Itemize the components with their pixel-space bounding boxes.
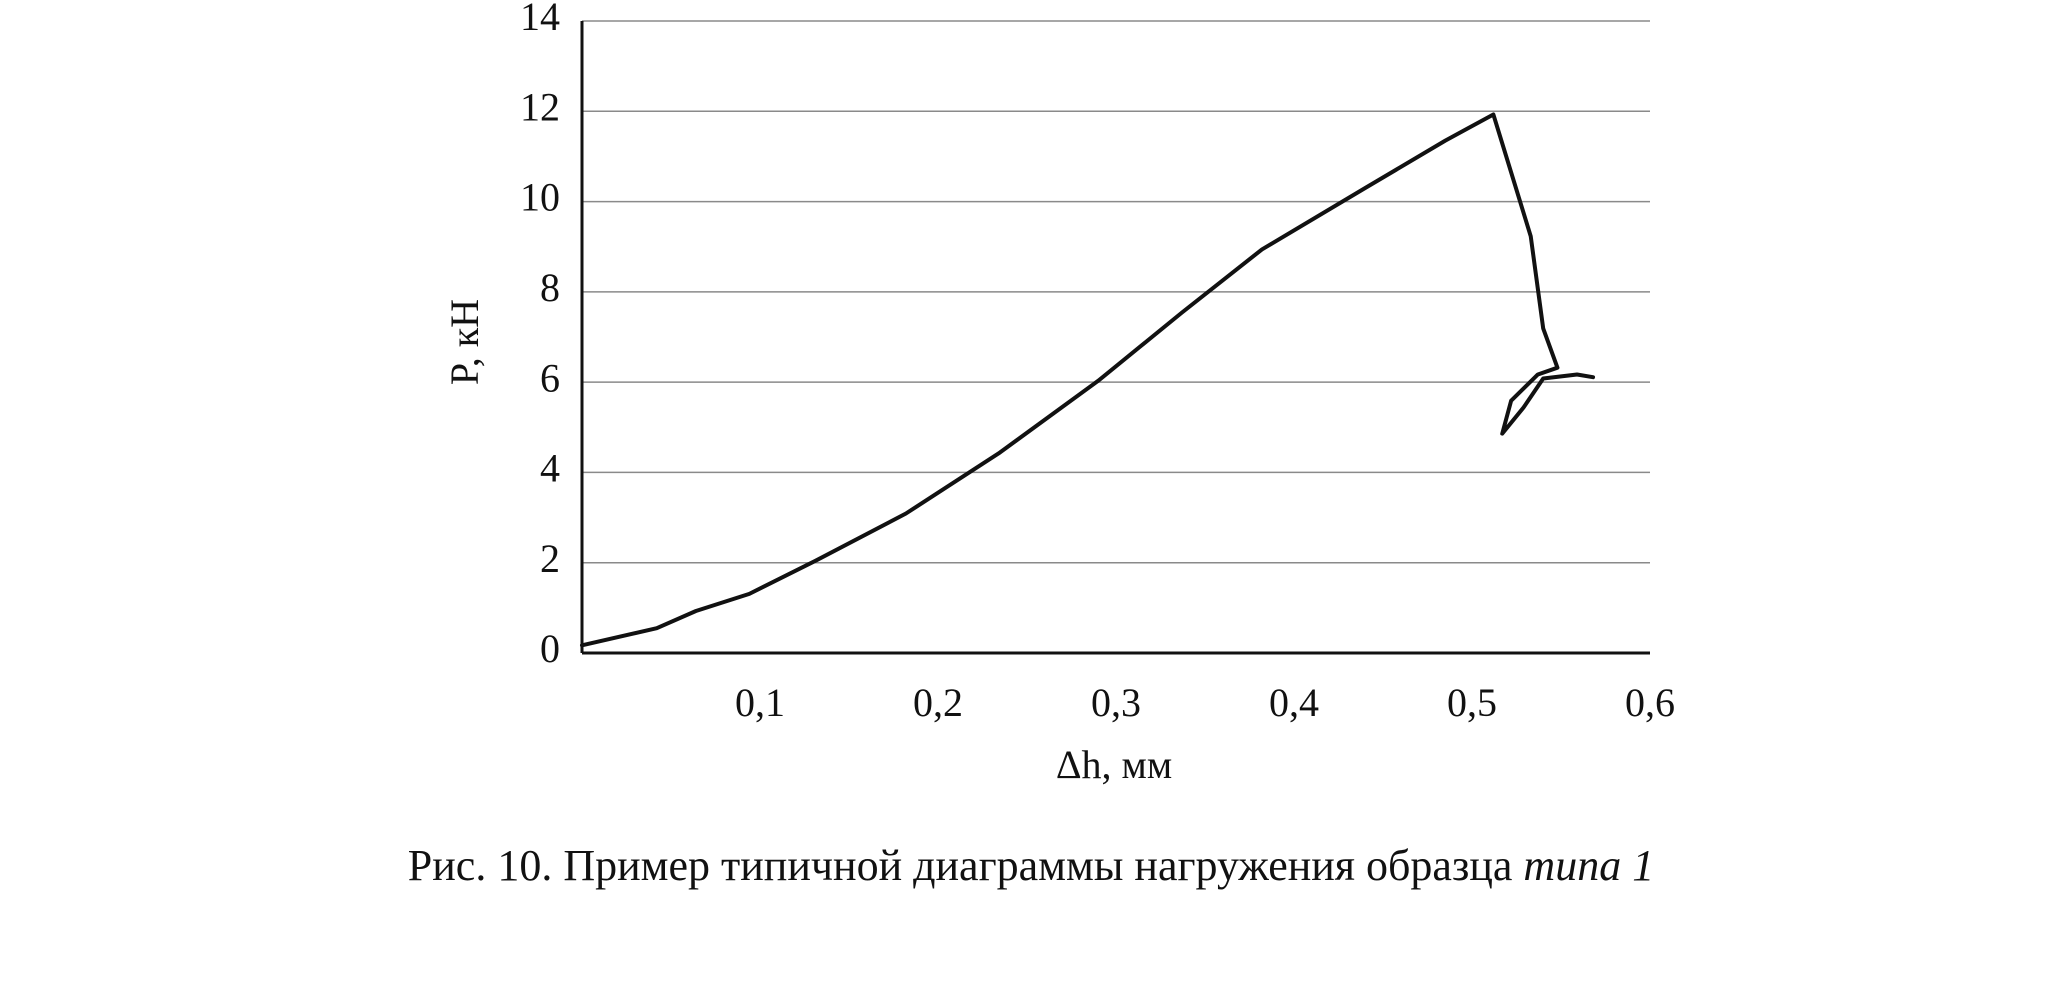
y-tick-label: 14 bbox=[520, 0, 560, 39]
caption-emphasis: типа 1 bbox=[1523, 841, 1654, 890]
x-tick-label: 0,5 bbox=[1447, 680, 1497, 725]
data-line bbox=[580, 112, 1596, 648]
x-tick-label: 0,2 bbox=[913, 680, 963, 725]
y-tick-label: 6 bbox=[540, 355, 560, 400]
y-axis-label: P, кН bbox=[442, 299, 487, 385]
caption-text: Рис. 10. Пример типичной диаграммы нагру… bbox=[408, 841, 1513, 890]
y-tick-label: 10 bbox=[520, 175, 560, 220]
y-tick-label: 4 bbox=[540, 446, 560, 491]
y-tick-label: 8 bbox=[540, 265, 560, 310]
y-tick-label: 12 bbox=[520, 84, 560, 129]
x-tick-label: 0,6 bbox=[1625, 680, 1675, 725]
x-tick-label: 0,3 bbox=[1091, 680, 1141, 725]
y-tick-label: 2 bbox=[540, 536, 560, 581]
x-tick-label: 0,1 bbox=[735, 680, 785, 725]
x-tick-label: 0,4 bbox=[1269, 680, 1319, 725]
x-axis-label: Δh, мм bbox=[1056, 742, 1172, 787]
caption: Рис. 10. Пример типичной диаграммы нагру… bbox=[408, 841, 1654, 890]
y-tick-label: 0 bbox=[540, 626, 560, 671]
